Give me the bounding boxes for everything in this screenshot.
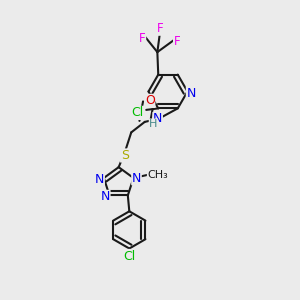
Text: N: N (132, 172, 141, 185)
Text: F: F (173, 35, 180, 48)
Text: N: N (95, 173, 104, 186)
Text: N: N (153, 112, 162, 125)
Text: N: N (100, 190, 110, 203)
Text: S: S (121, 149, 129, 162)
Text: CH₃: CH₃ (147, 170, 168, 180)
Text: Cl: Cl (123, 250, 135, 262)
Text: F: F (139, 32, 146, 45)
Text: H: H (149, 119, 158, 129)
Text: O: O (145, 94, 155, 107)
Text: N: N (186, 86, 196, 100)
Text: Cl: Cl (132, 106, 144, 119)
Text: F: F (157, 22, 164, 35)
